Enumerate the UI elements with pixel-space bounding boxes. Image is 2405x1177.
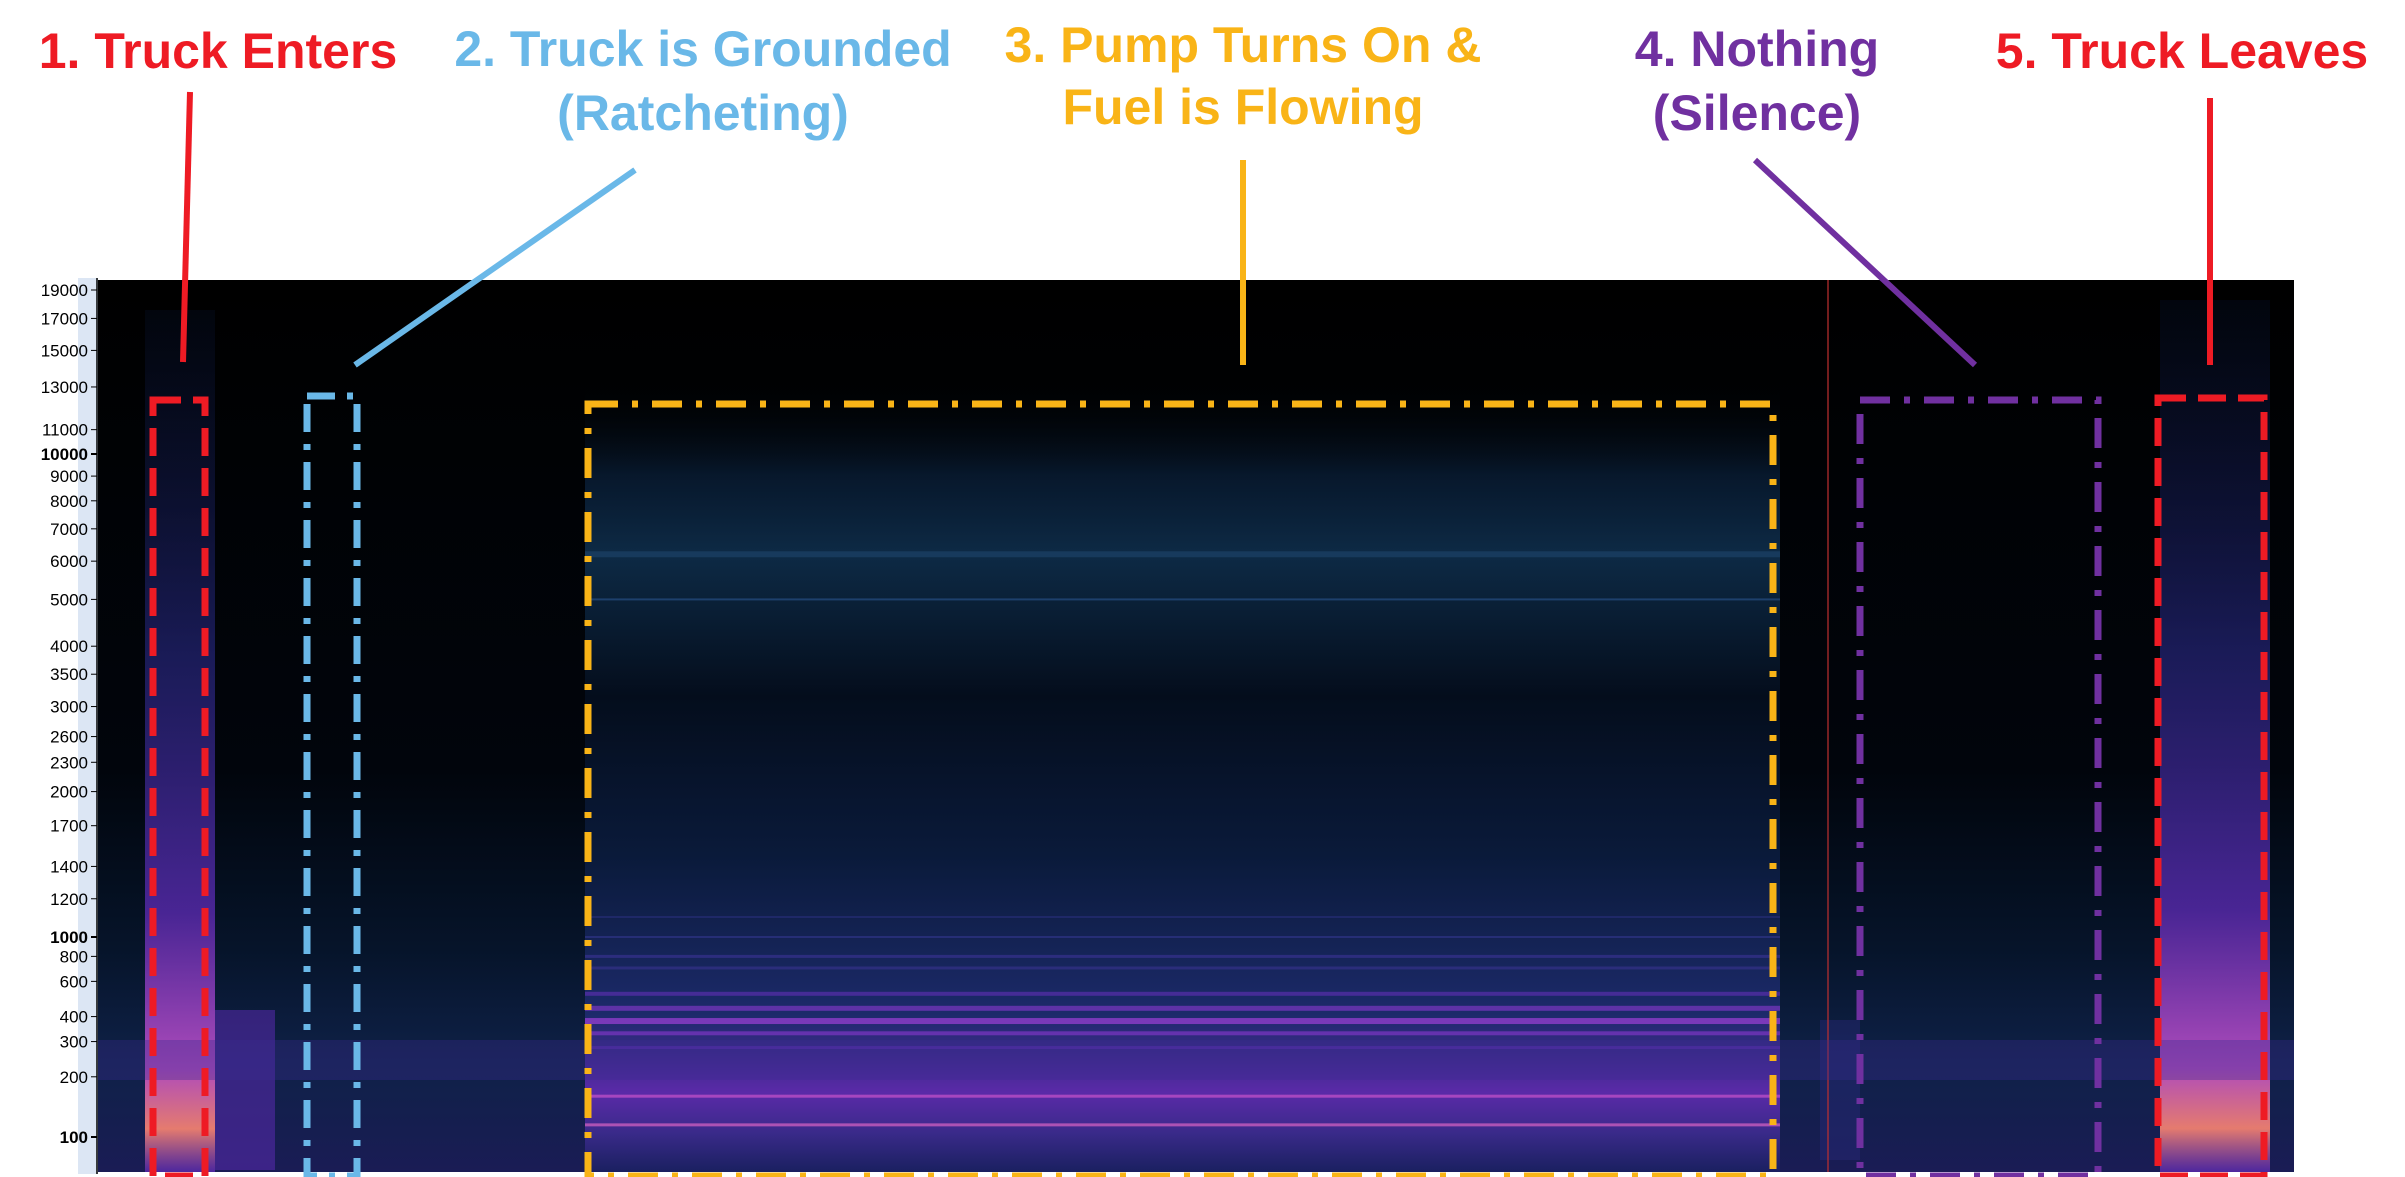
y-tick-label: 19000 [41,281,88,300]
y-tick-label: 13000 [41,378,88,397]
label-nothing: 4. Nothing [1635,21,1879,77]
y-tick-label: 8000 [50,492,88,511]
y-tick-label: 1400 [50,857,88,876]
y-tick-label: 9000 [50,467,88,486]
y-tick-label: 600 [60,972,88,991]
y-tick-label: 3500 [50,665,88,684]
y-tick-label: 300 [60,1033,88,1052]
y-tick-label: 6000 [50,552,88,571]
y-tick-label: 2000 [50,783,88,802]
label-truck-enters: 1. Truck Enters [39,23,398,79]
y-tick-label: 1200 [50,890,88,909]
label-truck-grounded: 2. Truck is Grounded [454,21,951,77]
y-tick-label: 10000 [41,445,88,464]
label-pump-on: 3. Pump Turns On & [1005,17,1482,73]
y-tick-label: 5000 [50,590,88,609]
y-tick-label: 800 [60,947,88,966]
y-tick-label: 400 [60,1008,88,1027]
y-tick-label: 7000 [50,520,88,539]
frequency-axis: 19000 17000 15000 13000 11000 10000 9000 8000 70… [41,278,98,1174]
y-tick-label: 15000 [41,341,88,360]
y-tick-label: 17000 [41,309,88,328]
y-tick-label: 2300 [50,753,88,772]
label-nothing-line2: (Silence) [1653,85,1861,141]
y-tick-label: 3000 [50,698,88,717]
y-tick-label: 1700 [50,817,88,836]
y-tick-label: 1000 [50,928,88,947]
spectrogram-image [96,280,2294,1172]
y-tick-label: 2600 [50,728,88,747]
label-pump-on-line2: Fuel is Flowing [1062,79,1423,135]
y-tick-label: 200 [60,1068,88,1087]
y-tick-label: 11000 [42,421,88,440]
label-truck-grounded-line2: (Ratcheting) [557,85,849,141]
y-tick-label: 4000 [50,637,88,656]
label-truck-leaves: 5. Truck Leaves [1996,23,2368,79]
y-tick-label: 100 [60,1128,88,1147]
